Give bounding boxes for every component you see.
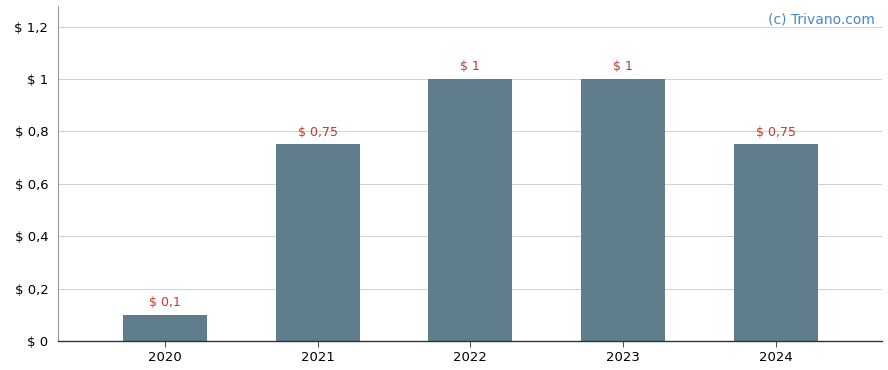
Bar (123, 315, 207, 341)
Bar (275, 144, 360, 341)
Text: (c) Trivano.com: (c) Trivano.com (768, 13, 875, 27)
Text: $ 1: $ 1 (613, 60, 633, 73)
Text: $ 1: $ 1 (460, 60, 480, 73)
Bar (581, 79, 665, 341)
Bar (733, 144, 818, 341)
Text: $ 0,1: $ 0,1 (149, 296, 181, 309)
Bar (428, 79, 512, 341)
Text: $ 0,75: $ 0,75 (297, 126, 337, 139)
Text: $ 0,75: $ 0,75 (756, 126, 796, 139)
